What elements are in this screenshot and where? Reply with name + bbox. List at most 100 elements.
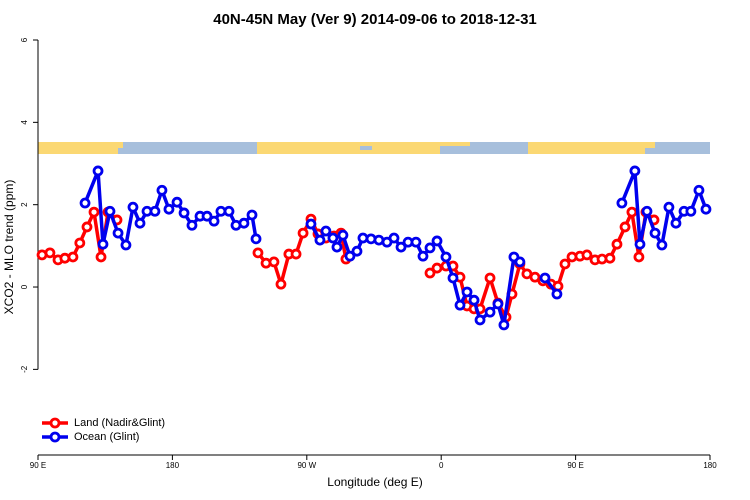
data-point	[484, 272, 496, 284]
data-point	[275, 278, 287, 290]
data-point	[268, 256, 280, 268]
data-point	[410, 236, 422, 248]
legend-marker	[49, 417, 61, 429]
data-point	[201, 210, 213, 222]
data-point	[186, 219, 198, 231]
data-point	[656, 239, 668, 251]
data-point	[670, 217, 682, 229]
data-point	[663, 201, 675, 213]
data-point	[431, 262, 443, 274]
data-point	[619, 221, 631, 233]
land-band	[528, 142, 655, 154]
x-tick-label: 90 W	[297, 461, 316, 470]
data-point	[395, 241, 407, 253]
data-point	[327, 232, 339, 244]
data-point	[223, 205, 235, 217]
data-point	[44, 247, 56, 259]
data-point	[693, 184, 705, 196]
data-point	[79, 197, 91, 209]
data-point	[120, 239, 132, 251]
data-point	[149, 205, 161, 217]
data-point	[388, 232, 400, 244]
series	[79, 165, 712, 331]
data-point	[127, 201, 139, 213]
data-point	[314, 234, 326, 246]
x-tick-label: 90 E	[567, 461, 583, 470]
land-band	[118, 142, 123, 148]
data-point	[208, 215, 220, 227]
data-point	[344, 250, 356, 262]
data-point	[95, 251, 107, 263]
data-point	[431, 235, 443, 247]
series-line	[83, 169, 708, 327]
data-point	[104, 205, 116, 217]
data-point	[492, 298, 504, 310]
x-tick-label: 180	[703, 461, 717, 470]
data-point	[331, 241, 343, 253]
data-point	[74, 237, 86, 249]
data-point	[514, 256, 526, 268]
data-point	[685, 205, 697, 217]
x-tick-label: 180	[166, 461, 180, 470]
x-tick-label: 90 E	[30, 461, 46, 470]
land-band	[38, 142, 118, 154]
data-point	[626, 206, 638, 218]
data-point	[461, 286, 473, 298]
data-point	[474, 314, 486, 326]
data-point	[134, 217, 146, 229]
data-point	[498, 319, 510, 331]
data-point	[468, 294, 480, 306]
legend-label: Land (Nadir&Glint)	[74, 417, 165, 429]
data-point	[447, 272, 459, 284]
data-point	[238, 217, 250, 229]
data-point	[559, 258, 571, 270]
y-tick-label: 6	[20, 37, 29, 42]
land-band	[440, 142, 470, 146]
data-point	[629, 165, 641, 177]
data-point	[246, 209, 258, 221]
data-point	[88, 206, 100, 218]
data-point	[424, 242, 436, 254]
data-point	[440, 251, 452, 263]
legend-label: Ocean (Glint)	[74, 431, 139, 443]
data-point	[250, 233, 262, 245]
data-point	[67, 251, 79, 263]
land-ocean-band	[38, 142, 710, 154]
y-tick-label: -2	[20, 365, 29, 373]
data-point	[297, 227, 309, 239]
data-point	[112, 227, 124, 239]
data-point	[351, 245, 363, 257]
x-axis-label: Longitude (deg E)	[327, 475, 422, 489]
data-point	[178, 207, 190, 219]
data-point	[581, 249, 593, 261]
data-point	[417, 250, 429, 262]
data-point	[484, 306, 496, 318]
chart-title: 40N-45N May (Ver 9) 2014-09-06 to 2018-1…	[213, 11, 537, 28]
data-point	[337, 229, 349, 241]
data-point	[649, 227, 661, 239]
data-point	[611, 238, 623, 250]
data-point	[454, 299, 466, 311]
ocean-band	[645, 148, 659, 154]
data-point	[171, 196, 183, 208]
data-point	[700, 203, 712, 215]
data-point	[290, 248, 302, 260]
data-point	[81, 221, 93, 233]
land-band	[257, 142, 440, 154]
data-point	[616, 197, 628, 209]
data-point	[604, 252, 616, 264]
data-point	[320, 225, 332, 237]
data-point	[305, 218, 317, 230]
x-tick-label: 0	[439, 461, 444, 470]
y-tick-label: 0	[20, 284, 29, 289]
data-point	[156, 184, 168, 196]
legend: Land (Nadir&Glint) Ocean (Glint)	[42, 417, 165, 443]
data-point	[97, 238, 109, 250]
data-point	[252, 247, 264, 259]
data-point	[92, 165, 104, 177]
data-point	[633, 251, 645, 263]
data-point	[634, 238, 646, 250]
ocean-band	[360, 146, 372, 150]
y-axis-label: XCO2 - MLO trend (ppm)	[2, 180, 16, 315]
